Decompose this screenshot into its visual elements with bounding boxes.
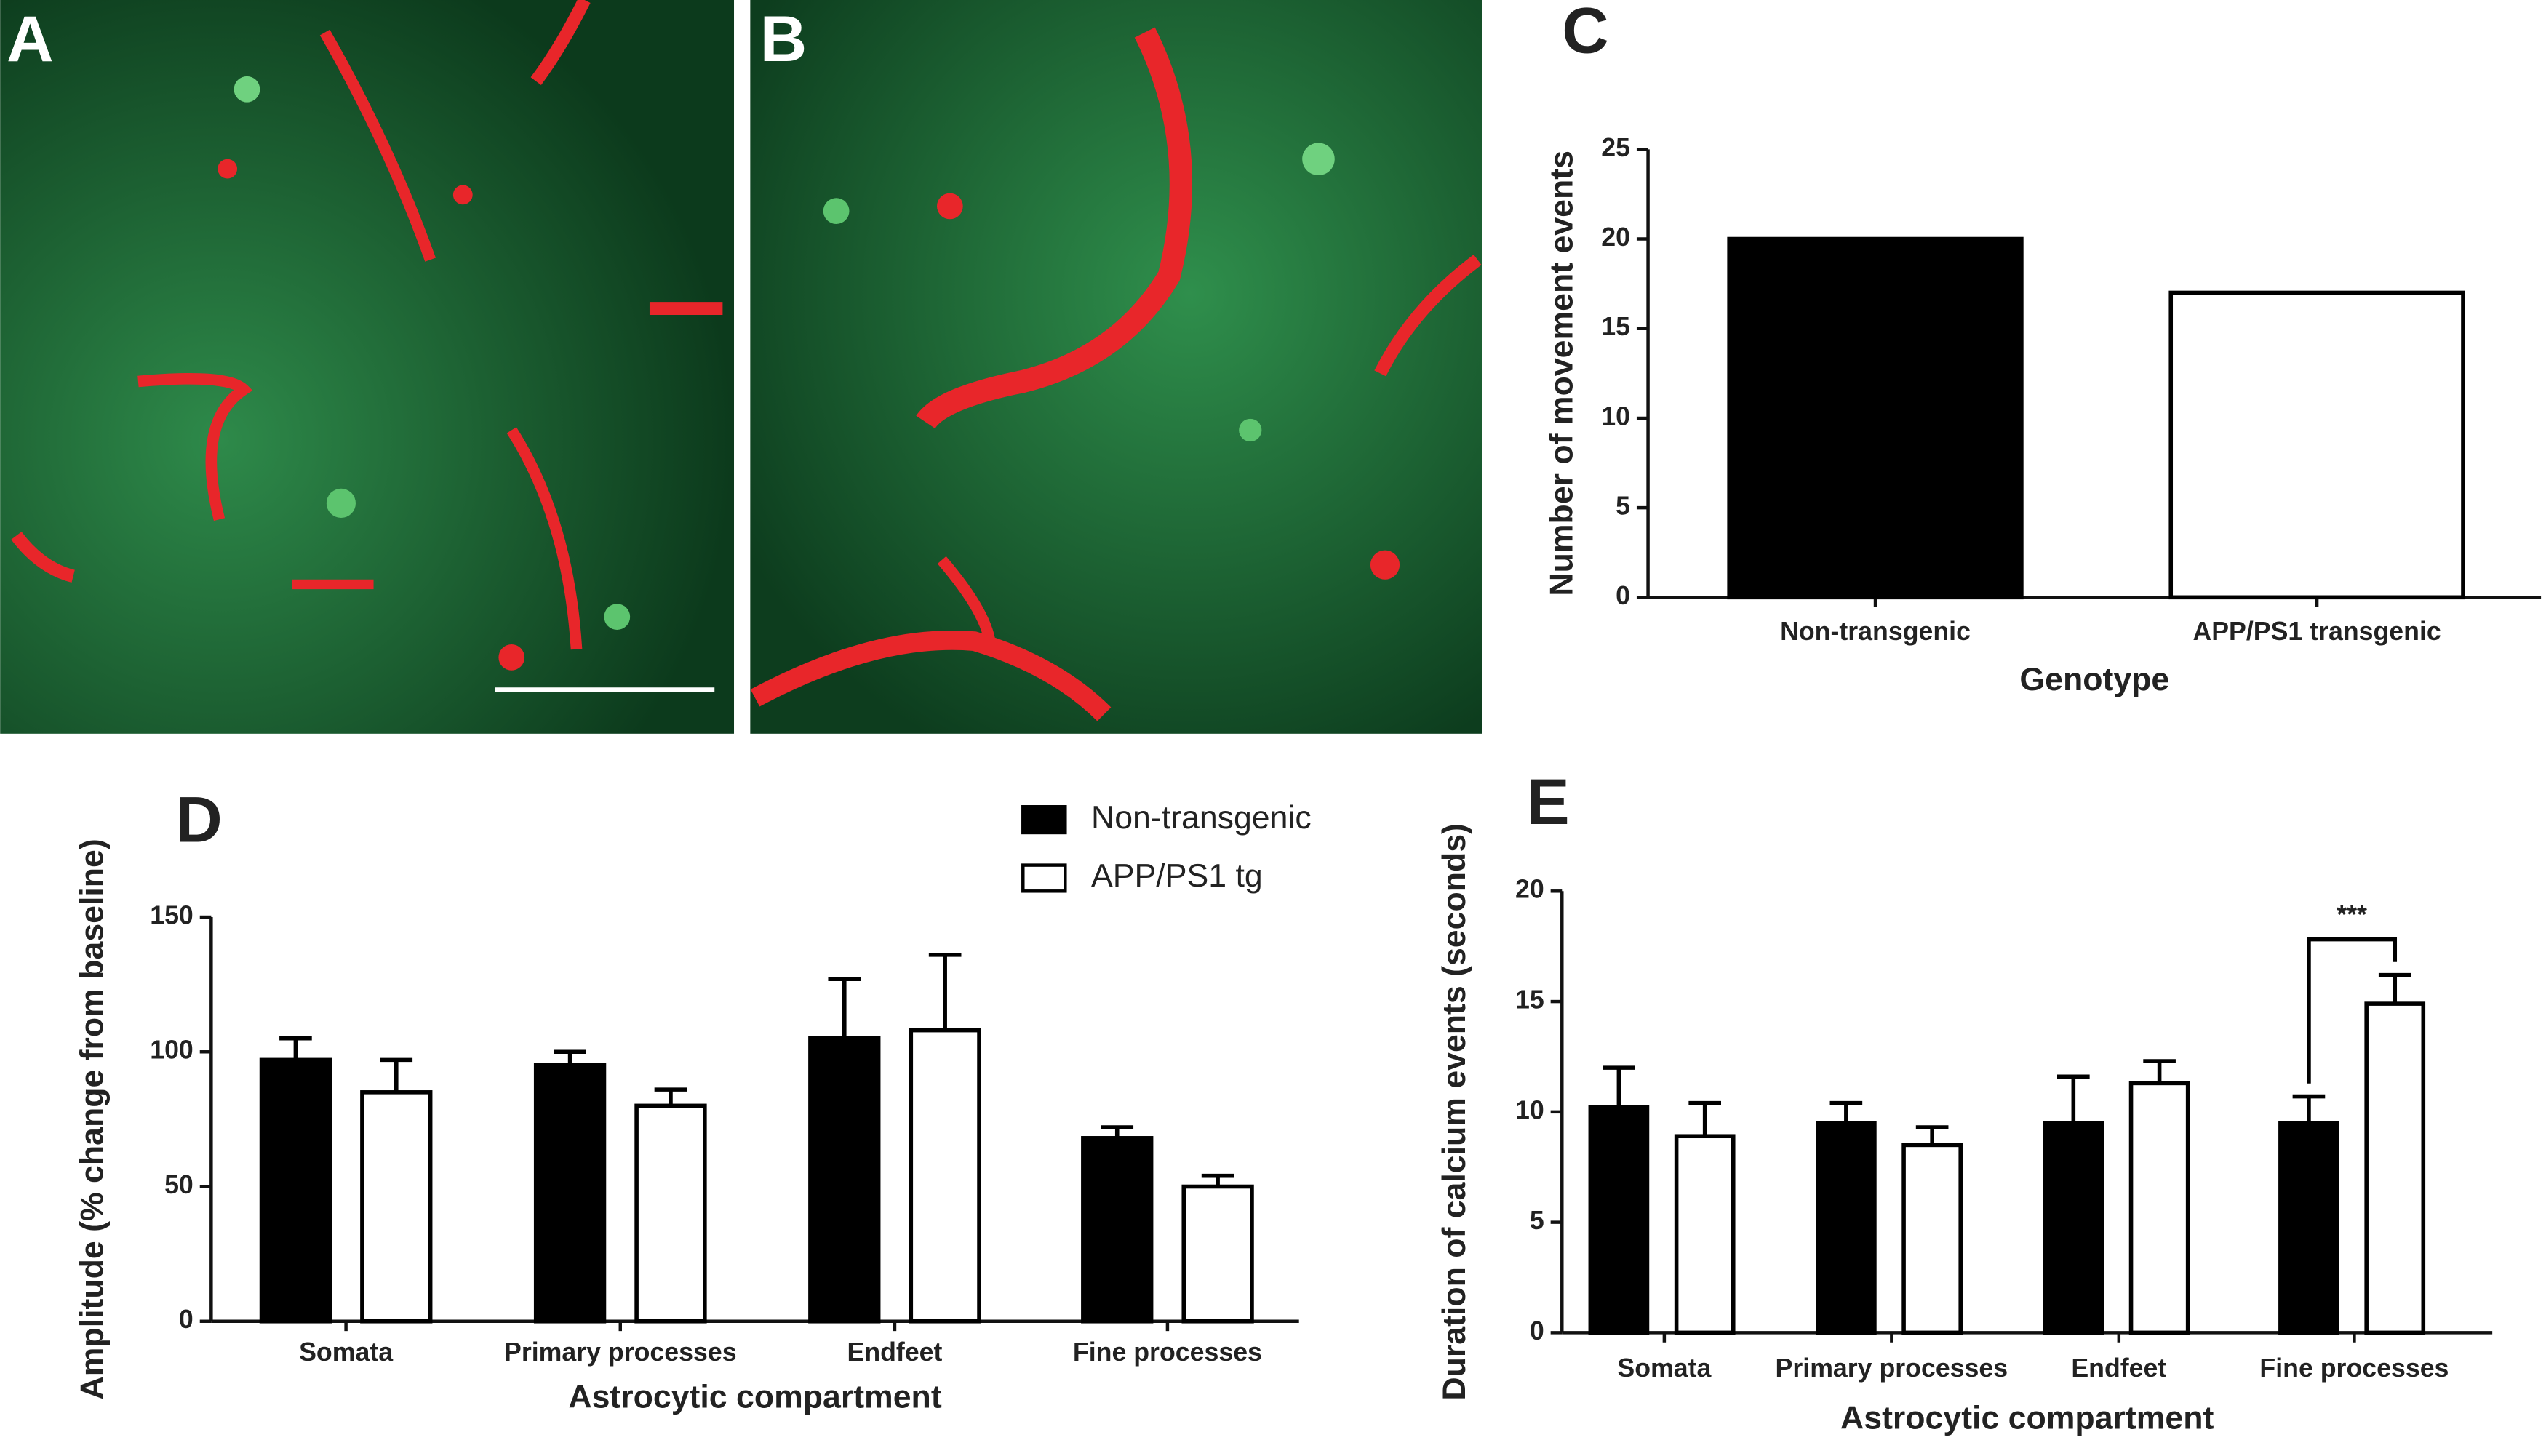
y-tick-label: 15 [1601, 312, 1630, 341]
bar [1816, 1121, 1877, 1335]
y-tick-label: 5 [1616, 492, 1630, 521]
bar [2364, 1001, 2426, 1335]
x-tick-label: APP/PS1 transgenic [2192, 617, 2441, 646]
panel-label: B [760, 2, 807, 75]
bar [259, 1057, 332, 1324]
bar [1901, 1143, 1963, 1335]
x-tick-label: Primary processes [504, 1337, 737, 1367]
legend-swatch [1021, 863, 1067, 893]
x-tick-label: Endfeet [847, 1337, 943, 1367]
y-axis-title: Number of movement events [1544, 151, 1579, 596]
y-tick-label: 0 [179, 1305, 193, 1334]
bar [2168, 290, 2465, 600]
bar [2043, 1121, 2104, 1335]
x-tick-label: Fine processes [1073, 1337, 1262, 1367]
bar [2278, 1121, 2339, 1335]
bar [2128, 1081, 2190, 1335]
legend-swatch [1021, 805, 1067, 835]
y-tick-label: 10 [1515, 1095, 1544, 1124]
legend-label: Non-transgenic [1091, 800, 1312, 836]
panel-label: A [7, 2, 53, 75]
bar [360, 1090, 433, 1324]
y-axis-title: Amplitude (% change from baseline) [74, 839, 110, 1399]
y-tick-label: 100 [150, 1036, 193, 1065]
bar [1674, 1134, 1736, 1335]
y-tick-label: 150 [150, 900, 193, 929]
x-tick-label: Non-transgenic [1780, 617, 1971, 646]
bar [808, 1036, 881, 1324]
image-b [750, 0, 1482, 734]
panel-label: D [175, 783, 222, 855]
bar [634, 1103, 707, 1324]
y-tick-label: 20 [1515, 875, 1544, 904]
panel-label: C [1562, 0, 1608, 67]
y-tick-label: 0 [1616, 581, 1630, 610]
x-axis-title: Astrocytic compartment [1840, 1401, 2214, 1436]
significance-bracket [2307, 937, 2398, 1084]
x-axis-title: Genotype [2019, 662, 2169, 697]
bar [1081, 1136, 1154, 1324]
legend-label: APP/PS1 tg [1091, 858, 1263, 894]
y-axis-title: Duration of calcium events (seconds) [1437, 823, 1472, 1401]
y-tick-label: 20 [1601, 223, 1630, 252]
x-axis-title: Astrocytic compartment [568, 1380, 941, 1415]
y-tick-label: 50 [164, 1170, 193, 1199]
x-tick-label: Somata [1617, 1353, 1712, 1383]
bar [1727, 236, 2024, 600]
bar [533, 1063, 607, 1324]
y-tick-label: 15 [1515, 985, 1544, 1015]
y-tick-label: 10 [1601, 401, 1630, 431]
x-tick-label: Endfeet [2071, 1353, 2166, 1383]
annotation: *** [2337, 900, 2367, 929]
panel-label: E [1526, 765, 1570, 838]
x-tick-label: Fine processes [2259, 1353, 2449, 1383]
x-tick-label: Primary processes [1776, 1353, 2008, 1383]
bar [1588, 1105, 1650, 1335]
bar [1181, 1184, 1254, 1324]
y-tick-label: 5 [1530, 1206, 1544, 1235]
y-tick-label: 0 [1530, 1316, 1544, 1345]
x-tick-label: Somata [299, 1337, 394, 1367]
image-a [0, 0, 735, 734]
bar [909, 1028, 981, 1324]
y-tick-label: 25 [1601, 133, 1630, 162]
